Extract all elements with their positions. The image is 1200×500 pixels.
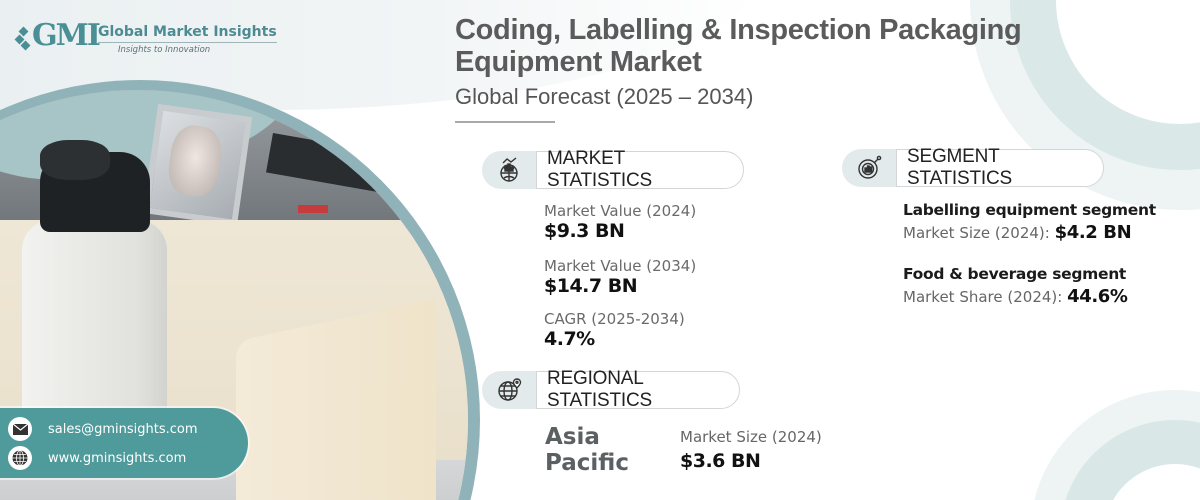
cagr: CAGR (2025-2034) 4.7%: [544, 310, 685, 350]
gmi-logo: GMI Global Market Insights Insights to I…: [14, 18, 277, 56]
globe-pin-icon: [498, 378, 522, 401]
chart-globe-icon: [500, 157, 518, 182]
segment-labelling-equipment: Labelling equipment segment Market Size …: [903, 201, 1156, 243]
logo-mark-icon: GMI: [14, 18, 101, 56]
market-value-2034: Market Value (2034) $14.7 BN: [544, 257, 697, 297]
page-title: Coding, Labelling & Inspection Packaging…: [455, 14, 1022, 78]
envelope-icon: [12, 423, 28, 435]
page-subtitle: Global Forecast (2025 – 2034): [455, 84, 754, 109]
market-value-2024: Market Value (2024) $9.3 BN: [544, 202, 697, 242]
brand-tagline: Insights to Innovation: [118, 44, 211, 55]
title-divider: [455, 121, 555, 123]
regional-statistics-heading: REGIONAL STATISTICS: [482, 368, 740, 411]
market-statistics-heading: MARKET STATISTICS: [482, 148, 744, 191]
globe-icon: [12, 450, 28, 466]
region-name: Asia Pacific: [545, 424, 629, 476]
segment-statistics-heading: SEGMENT STATISTICS: [842, 146, 1104, 189]
contact-panel: sales@gminsights.com www.gminsights.com: [0, 408, 248, 478]
region-metric-value: $3.6 BN: [680, 450, 761, 472]
region-metric-label: Market Size (2024): [680, 428, 822, 446]
website-link[interactable]: www.gminsights.com: [8, 446, 186, 470]
email-link[interactable]: sales@gminsights.com: [8, 417, 198, 441]
segment-food-beverage: Food & beverage segment Market Share (20…: [903, 265, 1128, 307]
brand-name: Global Market Insights: [98, 24, 277, 43]
target-chart-icon: [858, 155, 882, 179]
